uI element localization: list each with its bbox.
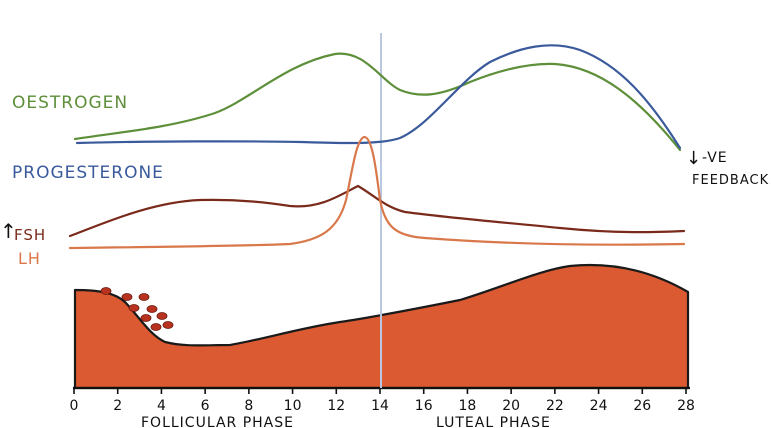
oestrogen-curve xyxy=(73,52,682,152)
follicle xyxy=(128,304,140,312)
x-axis-tick-label: 20 xyxy=(502,398,520,414)
follicle xyxy=(146,305,158,313)
oestrogen-label: OESTROGEN xyxy=(12,93,128,113)
x-axis-tick-label: 26 xyxy=(633,398,651,414)
x-axis-tick-label: 12 xyxy=(327,398,345,414)
follicle xyxy=(100,287,112,295)
x-axis-tick-label: 22 xyxy=(546,398,564,414)
luteal-phase-label: LUTEAL PHASE xyxy=(436,415,551,428)
lh-label: LH xyxy=(18,249,41,268)
follicular-phase-label: FOLLICULAR PHASE xyxy=(141,415,294,428)
follicle xyxy=(140,314,152,322)
fsh-up-arrow: ↑ xyxy=(0,219,18,243)
progesterone-label: PROGESTERONE xyxy=(12,163,164,183)
feedback-label-line1: -VE xyxy=(702,150,728,166)
progesterone-curve xyxy=(75,44,682,150)
x-axis-tick-label: 0 xyxy=(70,398,79,414)
follicle xyxy=(138,293,150,301)
follicles xyxy=(100,287,174,331)
x-axis-tick-label: 16 xyxy=(415,398,433,414)
x-axis-tick-label: 24 xyxy=(590,398,608,414)
x-axis-tick-label: 18 xyxy=(459,398,477,414)
follicle xyxy=(150,323,162,331)
fsh-curve xyxy=(68,184,686,238)
x-axis-tick-label: 14 xyxy=(371,398,389,414)
x-axis-tick-label: 10 xyxy=(284,398,302,414)
x-axis-tick-label: 4 xyxy=(157,398,166,414)
x-axis-tick-label: 2 xyxy=(113,398,122,414)
feedback-down-arrow: ↓ xyxy=(686,148,702,169)
feedback-label-line2: FEEDBACK xyxy=(692,173,769,188)
lh-curve xyxy=(68,135,686,250)
x-axis-tick-label: 8 xyxy=(244,398,253,414)
follicle xyxy=(156,312,168,320)
follicle xyxy=(162,321,174,329)
fsh-label: FSH xyxy=(14,226,46,244)
x-axis-tick-label: 28 xyxy=(677,398,695,414)
follicle xyxy=(121,293,133,301)
x-axis-tick-label: 6 xyxy=(201,398,210,414)
x-axis-ticks: 0 2 4 6 8 10 12 14 16 18 20 22 24 26 28 xyxy=(70,388,695,414)
